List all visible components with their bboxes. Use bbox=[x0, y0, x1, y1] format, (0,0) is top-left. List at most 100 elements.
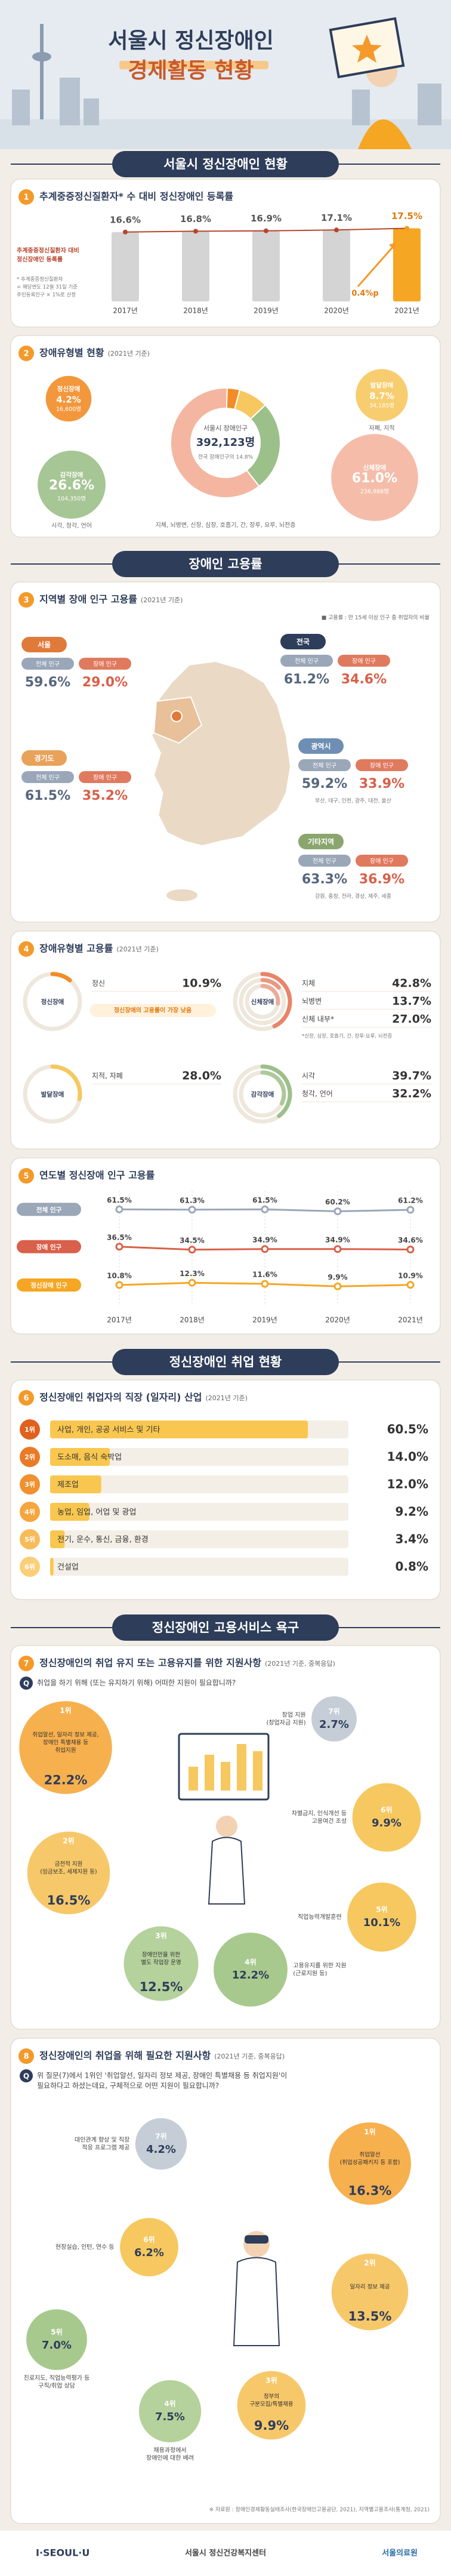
total-label: 전체 인구 bbox=[313, 762, 336, 769]
rank-badge bbox=[20, 1474, 40, 1495]
support-bubble bbox=[137, 2378, 203, 2445]
disabled-label: 장애 인구 bbox=[93, 661, 117, 668]
legend-pill bbox=[17, 1240, 81, 1253]
rank: 6위 bbox=[381, 1806, 392, 1814]
section-note: (2021년 기준) bbox=[141, 596, 183, 604]
support-name: 별도 작업장 운영 bbox=[141, 1959, 181, 1966]
rank-badge bbox=[20, 1447, 40, 1467]
rank: 7위 bbox=[328, 1708, 339, 1716]
bar bbox=[50, 1448, 110, 1466]
support-name: 구직/취업 상담 bbox=[38, 2381, 75, 2389]
support-bubble bbox=[329, 2251, 410, 2332]
question-badge bbox=[20, 1677, 33, 1690]
rank-badge bbox=[20, 1557, 40, 1577]
ring-arc bbox=[50, 972, 72, 982]
industry-name: 전기, 운수, 통신, 금융, 환경 bbox=[57, 1536, 149, 1545]
series-point bbox=[115, 1243, 123, 1251]
series-point bbox=[333, 1245, 342, 1253]
support-bubble bbox=[345, 1881, 418, 1953]
value-label: 34.9% bbox=[252, 1235, 277, 1244]
support-bubble bbox=[235, 2369, 308, 2442]
board-bar bbox=[205, 1755, 214, 1791]
section-number: 8 bbox=[23, 2053, 29, 2062]
center-total: 392,123명 bbox=[196, 436, 255, 449]
total-pill bbox=[298, 855, 351, 867]
remark: 정신장애의 고용률이 가장 낮음 bbox=[114, 1006, 191, 1014]
frame-star bbox=[352, 35, 382, 63]
year-label: 2020년 bbox=[324, 307, 349, 315]
section-number-badge bbox=[18, 1390, 34, 1406]
ring-arc bbox=[50, 1064, 82, 1102]
banner-title: 서울시 정신장애인 현황 bbox=[163, 157, 288, 171]
support-rate: 10.1% bbox=[363, 1916, 400, 1929]
bar bbox=[393, 228, 421, 301]
item-rate: 13.7% bbox=[392, 995, 431, 1008]
value-label: 34.6% bbox=[398, 1236, 423, 1244]
type-share: 4.2% bbox=[56, 395, 81, 405]
footnote: = 해당연도 12월 31일 기준 bbox=[17, 284, 78, 291]
row-label: 정신장애인 등록률 bbox=[17, 255, 63, 263]
section-number: 2 bbox=[23, 350, 29, 359]
section-title: 정신장애인의 취업을 위해 필요한 지원사항 bbox=[39, 2050, 211, 2062]
total-label: 전체 인구 bbox=[313, 858, 336, 865]
ring-arc bbox=[260, 1070, 286, 1106]
support-rate: 13.5% bbox=[348, 2309, 392, 2324]
person-head bbox=[243, 2231, 270, 2257]
value-label: 61.5% bbox=[107, 1196, 132, 1204]
building bbox=[418, 84, 441, 125]
support-name: 취업지원 bbox=[55, 1747, 76, 1754]
bar-track bbox=[50, 1448, 348, 1466]
value-label: 36.5% bbox=[107, 1233, 132, 1241]
series-point bbox=[115, 1281, 123, 1289]
year-label: 2019년 bbox=[252, 1316, 277, 1324]
disabled-pill bbox=[356, 855, 408, 867]
item-name: 청각, 언어 bbox=[302, 1090, 333, 1098]
support-bubble bbox=[25, 1829, 112, 1916]
item-name: 신체 내부* bbox=[302, 1015, 334, 1024]
year-label: 2020년 bbox=[325, 1316, 350, 1324]
support-rate: 16.3% bbox=[348, 2183, 392, 2198]
section-note: (2021년 기준, 중복응답) bbox=[265, 1660, 335, 1668]
bar-track bbox=[50, 1558, 348, 1576]
total-rate: 59.2% bbox=[302, 777, 347, 791]
series-point bbox=[333, 1207, 342, 1215]
center-sub: 전국 장애인구의 14.8% bbox=[198, 454, 254, 461]
rank: 1위 bbox=[60, 1706, 71, 1715]
board-bar bbox=[221, 1762, 230, 1791]
support-rate: 4.2% bbox=[146, 2143, 176, 2156]
type-name: 정신장애 bbox=[57, 385, 81, 393]
support-name: 취업알선, 일자리 정보 제공, bbox=[32, 1731, 98, 1739]
region-name: 기타지역 bbox=[308, 837, 334, 846]
industry-rate: 12.0% bbox=[387, 1477, 428, 1492]
section-number-badge bbox=[18, 1168, 34, 1184]
total-label: 전체 인구 bbox=[295, 658, 319, 665]
industry-rate: 0.8% bbox=[396, 1560, 428, 1574]
bar bbox=[182, 231, 209, 301]
ring-arc bbox=[260, 1064, 292, 1118]
question-mark: Q bbox=[23, 2072, 29, 2081]
disabled-label: 장애 인구 bbox=[370, 858, 394, 865]
board-bar bbox=[253, 1751, 262, 1791]
disabled-pill bbox=[79, 658, 131, 670]
support-rate: 22.2% bbox=[44, 1773, 88, 1787]
item-name: 지적, 자폐 bbox=[92, 1072, 123, 1080]
section-note: (2021년 기준) bbox=[205, 1394, 247, 1402]
support-name: 고용유지를 위한 지원 bbox=[293, 1962, 346, 1970]
card bbox=[10, 930, 441, 1150]
item-name: 지체 bbox=[302, 979, 315, 988]
value-label: 9.9% bbox=[328, 1273, 347, 1281]
year-label: 2018년 bbox=[180, 1316, 205, 1324]
value-label: 34.9% bbox=[325, 1235, 350, 1244]
legend-pill bbox=[17, 1278, 81, 1292]
annotation-arrow bbox=[357, 245, 395, 287]
bar bbox=[323, 230, 350, 301]
person-body bbox=[233, 2257, 280, 2346]
series-point bbox=[188, 1246, 196, 1254]
series-point bbox=[188, 1206, 196, 1214]
disabled-pill bbox=[338, 655, 390, 667]
ring-arc bbox=[260, 972, 292, 1028]
value-label: 17.1% bbox=[321, 212, 352, 223]
region-detail: 부산, 대구, 인천, 광주, 대전, 울산 bbox=[315, 797, 391, 805]
total-rate: 63.3% bbox=[302, 872, 347, 887]
trend-point bbox=[193, 229, 198, 234]
